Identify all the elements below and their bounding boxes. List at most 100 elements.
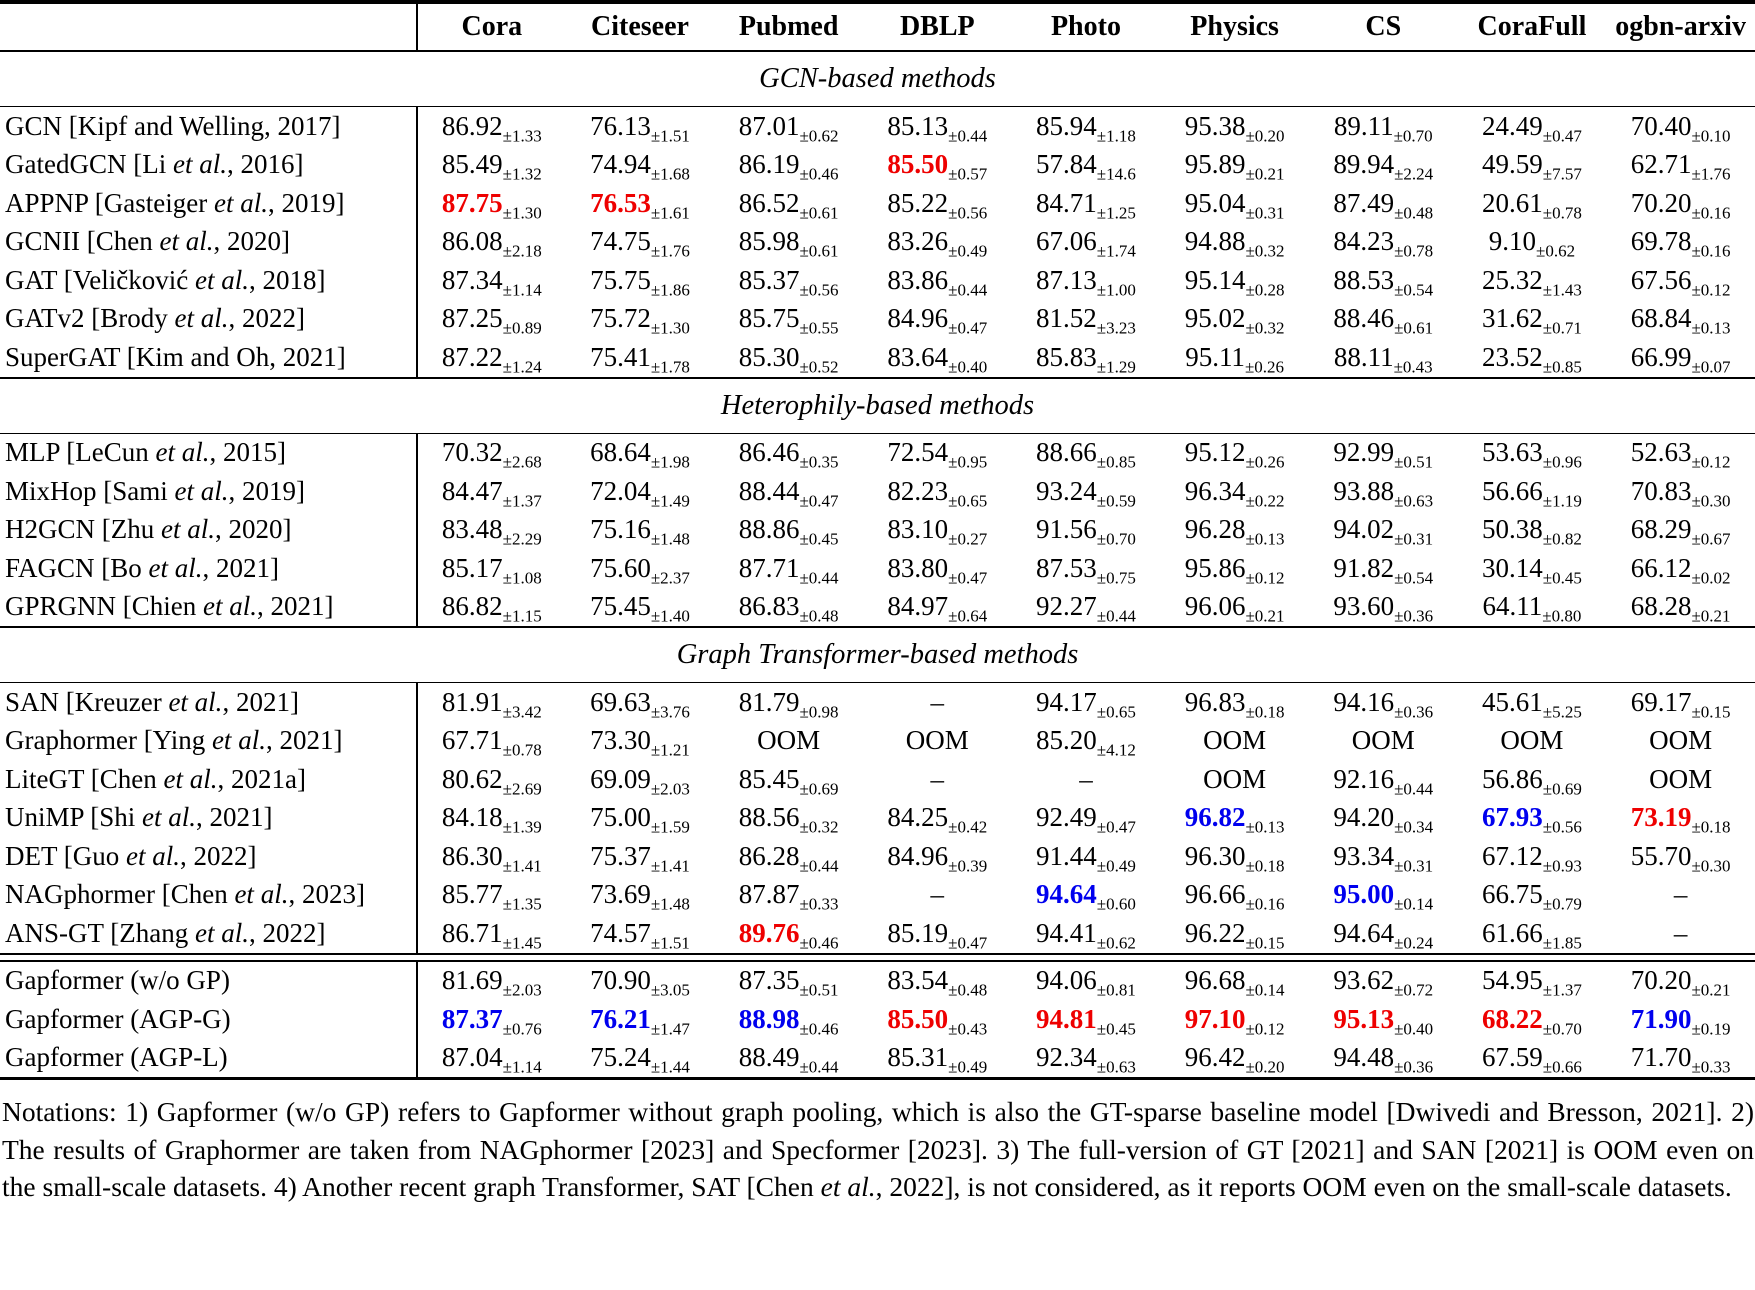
- column-header-corafull: CoraFull: [1477, 11, 1587, 42]
- result-std: ±0.47: [1096, 817, 1136, 837]
- method-label: ANS-GT [Zhang et al., 2022]: [0, 914, 418, 954]
- result-cell: 86.19±0.46: [714, 146, 863, 185]
- result-cell: 88.49±0.44: [714, 1039, 863, 1079]
- result-cell: 93.34±0.31: [1309, 837, 1458, 876]
- result-std: ±1.32: [502, 164, 542, 184]
- result-cell: 94.48±0.36: [1309, 1039, 1458, 1079]
- result-std: ±0.16: [1691, 203, 1731, 223]
- result-std: ±0.63: [1096, 1057, 1136, 1077]
- result-value: 71.90: [1630, 1003, 1692, 1034]
- result-std: ±0.30: [1691, 491, 1731, 511]
- result-std: ±1.00: [1096, 280, 1136, 300]
- result-cell: 89.76±0.46: [714, 914, 863, 954]
- result-value: 85.77: [441, 879, 503, 910]
- result-cell: 45.61±5.25: [1458, 683, 1607, 722]
- result-cell: 93.60±0.36: [1309, 588, 1458, 628]
- method-label: SAN [Kreuzer et al., 2021]: [0, 683, 418, 722]
- method-label: GPRGNN [Chien et al., 2021]: [0, 587, 418, 627]
- result-cell: 52.63±0.12: [1606, 434, 1755, 473]
- result-value: 87.37: [441, 1003, 503, 1034]
- result-std: ±0.21: [1245, 606, 1285, 626]
- method-label: UniMP [Shi et al., 2021]: [0, 798, 418, 837]
- method-label: GatedGCN [Li et al., 2016]: [0, 145, 418, 184]
- result-cell: 96.83±0.18: [1160, 683, 1309, 722]
- result-cell: 91.82±0.54: [1309, 549, 1458, 588]
- result-value: –: [930, 879, 945, 910]
- result-std: ±0.93: [1542, 856, 1582, 876]
- result-cell: 85.37±0.56: [714, 261, 863, 300]
- result-cell: 91.44±0.49: [1012, 837, 1161, 876]
- result-value: 93.62: [1333, 965, 1395, 996]
- result-cell: –: [1606, 876, 1755, 915]
- table-row: GatedGCN [Li et al., 2016] 85.49±1.32 74.9…: [0, 145, 1755, 185]
- result-std: ±1.48: [650, 894, 690, 914]
- result-value: 83.54: [887, 965, 949, 996]
- result-value: 83.64: [887, 341, 949, 372]
- table-row: FAGCN [Bo et al., 2021] 85.17±1.08 75.60±2…: [0, 549, 1755, 588]
- result-value: 68.29: [1630, 514, 1692, 545]
- result-cell: 94.64±0.60: [1012, 876, 1161, 915]
- result-std: ±0.69: [1542, 779, 1582, 799]
- result-std: ±0.47: [948, 933, 988, 953]
- result-std: ±0.02: [1691, 568, 1731, 588]
- result-cell: 70.90±3.05: [566, 961, 715, 1001]
- result-std: ±0.96: [1542, 452, 1582, 472]
- result-value: 93.88: [1333, 475, 1395, 506]
- result-cell: 84.97±0.64: [863, 588, 1012, 628]
- result-std: ±0.20: [1245, 126, 1285, 146]
- table-row: GAT [Veličković et al., 2018] 87.34±1.14 7…: [0, 261, 1755, 300]
- result-std: ±0.78: [1542, 203, 1582, 223]
- result-value: 31.62: [1482, 303, 1543, 334]
- result-value: 96.30: [1184, 840, 1246, 871]
- method-label: GCN [Kipf and Welling, 2017]: [0, 107, 418, 146]
- result-value: 68.84: [1630, 303, 1692, 334]
- result-value: 93.24: [1036, 475, 1097, 506]
- result-std: ±3.23: [1096, 318, 1136, 338]
- result-cell: 81.91±3.42: [417, 683, 566, 722]
- result-value: 87.87: [738, 879, 800, 910]
- method-label: FAGCN [Bo et al., 2021]: [0, 549, 418, 588]
- result-cell: 88.66±0.85: [1012, 434, 1161, 473]
- table-row: H2GCN [Zhu et al., 2020] 83.48±2.29 75.16±…: [0, 510, 1755, 549]
- result-std: ±1.98: [650, 452, 690, 472]
- result-value: 72.54: [887, 437, 949, 468]
- result-value: 97.10: [1184, 1003, 1246, 1034]
- column-header-pubmed: Pubmed: [738, 11, 839, 42]
- result-cell: 87.53±0.75: [1012, 549, 1161, 588]
- result-cell: 23.52±0.85: [1458, 338, 1607, 378]
- result-cell: –: [863, 683, 1012, 722]
- result-std: ±1.40: [650, 606, 690, 626]
- result-value: 88.11: [1333, 341, 1394, 372]
- result-cell: 9.10±0.62: [1458, 223, 1607, 262]
- section-title: GCN-based methods: [759, 63, 996, 94]
- result-value: 67.12: [1482, 840, 1543, 871]
- result-std: ±0.40: [948, 357, 988, 377]
- result-value: OOM: [1351, 725, 1415, 756]
- result-value: 53.63: [1482, 437, 1543, 468]
- result-value: 96.34: [1184, 475, 1246, 506]
- result-cell: –: [1606, 914, 1755, 954]
- result-std: ±0.26: [1245, 452, 1285, 472]
- result-std: ±0.79: [1542, 894, 1582, 914]
- result-std: ±0.21: [1691, 606, 1731, 626]
- result-cell: 85.19±0.47: [863, 914, 1012, 954]
- result-value: 85.19: [887, 917, 949, 948]
- result-value: 73.19: [1630, 802, 1692, 833]
- result-cell: 88.98±0.46: [714, 1000, 863, 1039]
- result-value: 57.84: [1036, 149, 1097, 180]
- result-std: ±1.48: [650, 529, 690, 549]
- result-cell: 87.71±0.44: [714, 549, 863, 588]
- result-value: 75.75: [590, 264, 651, 295]
- result-cell: 75.24±1.44: [566, 1039, 715, 1079]
- result-cell: 85.75±0.55: [714, 300, 863, 339]
- result-value: 87.53: [1036, 552, 1097, 583]
- result-value: 30.14: [1482, 552, 1543, 583]
- result-value: 85.98: [738, 226, 800, 257]
- table-row: MixHop [Sami et al., 2019] 84.47±1.37 72.0…: [0, 472, 1755, 511]
- result-std: ±0.52: [799, 357, 839, 377]
- table-row: Gapformer (w/o GP) 81.69±2.03 70.90±3.05 87…: [0, 960, 1755, 1001]
- result-cell: 56.86±0.69: [1458, 760, 1607, 799]
- result-cell: 74.57±1.51: [566, 914, 715, 954]
- result-cell: 88.46±0.61: [1309, 300, 1458, 339]
- result-value: 93.34: [1333, 840, 1395, 871]
